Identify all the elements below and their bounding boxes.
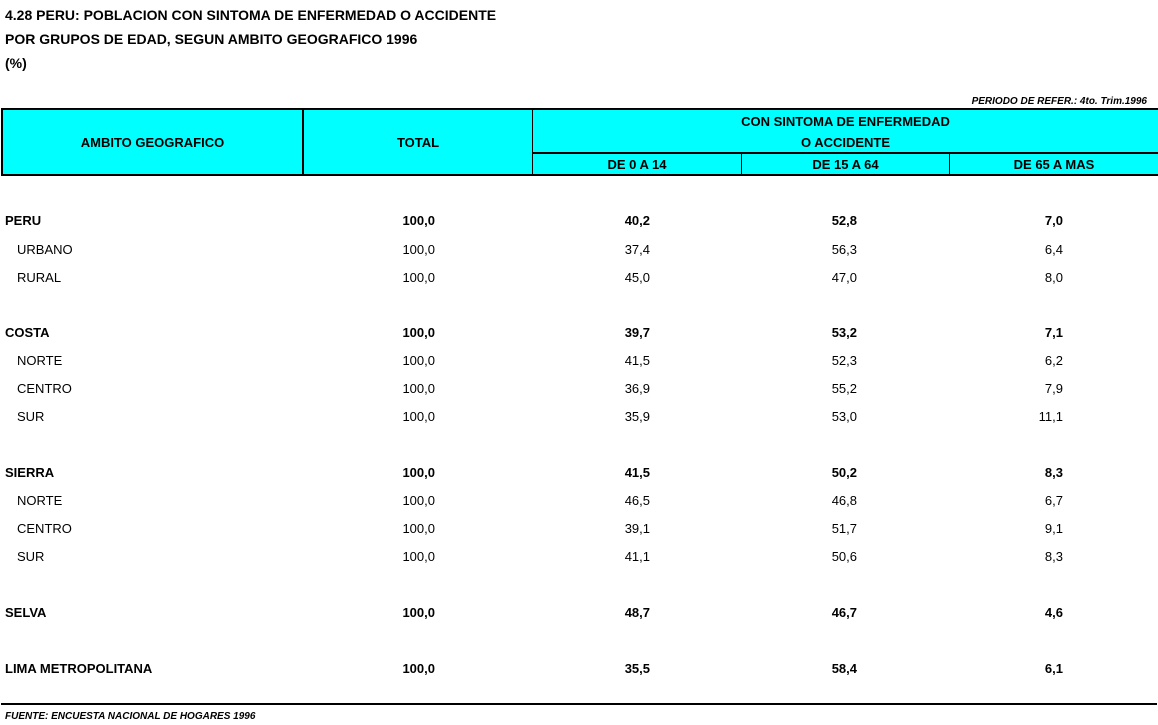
row-label: NORTE [17,493,63,508]
table-row: COSTA 100,0 39,7 53,2 7,1 [0,325,1158,345]
cell-total: 100,0 [402,493,435,508]
cell-0-14: 36,9 [624,381,650,396]
cell-15-64: 50,2 [831,465,857,480]
header-age-65-plus: DE 65 A MAS [1013,156,1095,172]
cell-15-64: 52,8 [831,213,857,228]
cell-15-64: 50,6 [831,549,857,564]
cell-15-64: 46,7 [831,605,857,620]
table-row: SIERRA 100,0 41,5 50,2 8,3 [0,465,1158,485]
title-line-2: POR GRUPOS DE EDAD, SEGUN AMBITO GEOGRAF… [5,31,418,47]
cell-65-plus: 11,1 [1038,409,1063,424]
cell-total: 100,0 [402,325,435,340]
cell-65-plus: 6,7 [1044,493,1063,508]
header-group-line2: O ACCIDENTE [800,134,891,150]
cell-15-64: 53,2 [831,325,857,340]
cell-15-64: 52,3 [831,353,857,368]
table-header: AMBITO GEOGRAFICO TOTAL CON SINTOMA DE E… [1,108,1158,176]
cell-0-14: 48,7 [624,605,650,620]
cell-0-14: 35,5 [624,661,650,676]
cell-15-64: 47,0 [831,270,857,285]
header-ambito: AMBITO GEOGRAFICO [80,134,225,150]
reference-period: PERIODO DE REFER.: 4to. Trim.1996 [971,96,1147,107]
source-note: FUENTE: ENCUESTA NACIONAL DE HOGARES 199… [5,711,256,722]
cell-0-14: 45,0 [624,270,650,285]
table-row: CENTRO 100,0 39,1 51,7 9,1 [0,521,1158,541]
header-age-0-14: DE 0 A 14 [607,156,667,172]
cell-65-plus: 4,6 [1044,605,1063,620]
cell-15-64: 56,3 [831,242,857,257]
table-row: NORTE 100,0 46,5 46,8 6,7 [0,493,1158,513]
cell-total: 100,0 [402,605,435,620]
table-row: PERU 100,0 40,2 52,8 7,0 [0,213,1158,233]
cell-65-plus: 6,1 [1044,661,1063,676]
table-row: RURAL 100,0 45,0 47,0 8,0 [0,270,1158,290]
cell-0-14: 41,5 [624,465,650,480]
cell-65-plus: 6,2 [1044,353,1063,368]
cell-0-14: 40,2 [624,213,650,228]
cell-total: 100,0 [402,381,435,396]
cell-65-plus: 6,4 [1044,242,1063,257]
cell-total: 100,0 [402,213,435,228]
row-label: SIERRA [5,465,55,480]
table-row: CENTRO 100,0 36,9 55,2 7,9 [0,381,1158,401]
table-row: URBANO 100,0 37,4 56,3 6,4 [0,242,1158,262]
title-unit: (%) [5,55,27,71]
header-group-line1: CON SINTOMA DE ENFERMEDAD [741,113,950,129]
table-row: SUR 100,0 41,1 50,6 8,3 [0,549,1158,569]
cell-15-64: 55,2 [831,381,857,396]
table-row: LIMA METROPOLITANA 100,0 35,5 58,4 6,1 [0,661,1158,681]
cell-65-plus: 8,0 [1044,270,1063,285]
row-label: SELVA [5,605,47,620]
table-row: SELVA 100,0 48,7 46,7 4,6 [0,605,1158,625]
row-label: PERU [5,213,42,228]
cell-0-14: 39,1 [624,521,650,536]
row-label: URBANO [17,242,73,257]
row-label: LIMA METROPOLITANA [5,661,153,676]
cell-65-plus: 8,3 [1044,465,1063,480]
row-label: CENTRO [17,381,72,396]
cell-65-plus: 7,9 [1044,381,1063,396]
cell-65-plus: 7,0 [1044,213,1063,228]
cell-total: 100,0 [402,549,435,564]
row-label: SUR [17,549,45,564]
cell-0-14: 35,9 [624,409,650,424]
table-row: SUR 100,0 35,9 53,0 11,1 [0,409,1158,429]
cell-65-plus: 7,1 [1044,325,1063,340]
header-total: TOTAL [396,134,440,150]
cell-15-64: 46,8 [831,493,857,508]
cell-total: 100,0 [402,465,435,480]
cell-0-14: 46,5 [624,493,650,508]
cell-0-14: 41,1 [624,549,650,564]
footer-divider [1,703,1157,705]
cell-0-14: 41,5 [624,353,650,368]
cell-0-14: 39,7 [624,325,650,340]
row-label: SUR [17,409,45,424]
cell-15-64: 58,4 [831,661,857,676]
cell-65-plus: 9,1 [1044,521,1063,536]
cell-total: 100,0 [402,242,435,257]
cell-total: 100,0 [402,521,435,536]
cell-total: 100,0 [402,270,435,285]
cell-total: 100,0 [402,353,435,368]
cell-15-64: 51,7 [831,521,857,536]
cell-65-plus: 8,3 [1044,549,1063,564]
row-label: COSTA [5,325,50,340]
cell-total: 100,0 [402,661,435,676]
cell-0-14: 37,4 [624,242,650,257]
row-label: NORTE [17,353,63,368]
header-age-15-64: DE 15 A 64 [812,156,879,172]
table-row: NORTE 100,0 41,5 52,3 6,2 [0,353,1158,373]
row-label: RURAL [17,270,62,285]
title-line-1: 4.28 PERU: POBLACION CON SINTOMA DE ENFE… [5,7,497,23]
row-label: CENTRO [17,521,72,536]
cell-total: 100,0 [402,409,435,424]
cell-15-64: 53,0 [831,409,857,424]
